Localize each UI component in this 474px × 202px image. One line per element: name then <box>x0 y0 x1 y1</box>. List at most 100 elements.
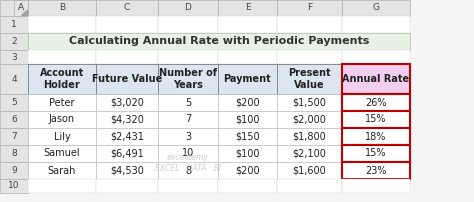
Text: $6,491: $6,491 <box>110 148 144 159</box>
FancyBboxPatch shape <box>96 50 158 64</box>
Text: Calculating Annual Rate with Periodic Payments: Calculating Annual Rate with Periodic Pa… <box>69 37 369 46</box>
FancyBboxPatch shape <box>28 64 96 94</box>
FancyBboxPatch shape <box>277 111 342 128</box>
FancyBboxPatch shape <box>342 128 410 145</box>
FancyBboxPatch shape <box>0 0 28 16</box>
FancyBboxPatch shape <box>96 162 158 179</box>
FancyBboxPatch shape <box>218 179 277 193</box>
Text: $100: $100 <box>235 148 260 159</box>
FancyBboxPatch shape <box>96 0 158 16</box>
FancyBboxPatch shape <box>158 0 218 16</box>
Text: 6: 6 <box>11 115 17 124</box>
FancyBboxPatch shape <box>342 111 410 128</box>
Text: Annual Rate: Annual Rate <box>342 74 410 84</box>
Text: Lily: Lily <box>54 132 70 141</box>
Text: E: E <box>245 3 250 13</box>
Text: Future Value: Future Value <box>92 74 162 84</box>
Text: $4,530: $4,530 <box>110 165 144 176</box>
Text: 8: 8 <box>185 165 191 176</box>
Text: 23%: 23% <box>365 165 387 176</box>
FancyBboxPatch shape <box>28 145 96 162</box>
FancyBboxPatch shape <box>96 128 158 145</box>
FancyBboxPatch shape <box>218 128 277 145</box>
FancyBboxPatch shape <box>277 162 342 179</box>
Text: 15%: 15% <box>365 115 387 124</box>
Text: $1,600: $1,600 <box>292 165 327 176</box>
Text: $2,000: $2,000 <box>292 115 327 124</box>
FancyBboxPatch shape <box>218 50 277 64</box>
FancyBboxPatch shape <box>14 0 28 16</box>
Text: Jason: Jason <box>49 115 75 124</box>
Text: 15%: 15% <box>365 148 387 159</box>
FancyBboxPatch shape <box>277 50 342 64</box>
Text: 9: 9 <box>11 166 17 175</box>
Text: 26%: 26% <box>365 98 387 107</box>
Text: C: C <box>124 3 130 13</box>
FancyBboxPatch shape <box>158 64 218 94</box>
FancyBboxPatch shape <box>0 128 28 145</box>
FancyBboxPatch shape <box>0 111 28 128</box>
FancyBboxPatch shape <box>28 0 96 16</box>
FancyBboxPatch shape <box>218 64 277 94</box>
FancyBboxPatch shape <box>277 94 342 111</box>
Text: Payment: Payment <box>224 74 272 84</box>
FancyBboxPatch shape <box>0 145 28 162</box>
FancyBboxPatch shape <box>28 33 410 50</box>
Text: $2,431: $2,431 <box>110 132 144 141</box>
FancyBboxPatch shape <box>277 64 342 94</box>
Text: 7: 7 <box>185 115 191 124</box>
FancyBboxPatch shape <box>0 94 28 111</box>
Text: $3,020: $3,020 <box>110 98 144 107</box>
FancyBboxPatch shape <box>218 16 277 33</box>
FancyBboxPatch shape <box>96 64 158 94</box>
FancyBboxPatch shape <box>158 111 218 128</box>
Text: B: B <box>59 3 65 13</box>
FancyBboxPatch shape <box>218 111 277 128</box>
FancyBboxPatch shape <box>158 128 218 145</box>
FancyBboxPatch shape <box>277 179 342 193</box>
FancyBboxPatch shape <box>0 33 28 50</box>
Text: 18%: 18% <box>365 132 387 141</box>
Text: D: D <box>184 3 191 13</box>
Text: Peter: Peter <box>49 98 75 107</box>
FancyBboxPatch shape <box>158 94 218 111</box>
FancyBboxPatch shape <box>0 16 28 33</box>
FancyBboxPatch shape <box>28 111 96 128</box>
FancyBboxPatch shape <box>28 16 96 33</box>
FancyBboxPatch shape <box>277 16 342 33</box>
FancyBboxPatch shape <box>96 94 158 111</box>
FancyBboxPatch shape <box>28 162 96 179</box>
FancyBboxPatch shape <box>96 16 158 33</box>
FancyBboxPatch shape <box>158 145 218 162</box>
FancyBboxPatch shape <box>158 162 218 179</box>
FancyBboxPatch shape <box>218 94 277 111</box>
Text: $1,500: $1,500 <box>292 98 327 107</box>
Text: $150: $150 <box>235 132 260 141</box>
FancyBboxPatch shape <box>0 50 28 64</box>
FancyBboxPatch shape <box>28 179 96 193</box>
FancyBboxPatch shape <box>342 0 410 16</box>
FancyBboxPatch shape <box>28 94 96 111</box>
Text: $100: $100 <box>235 115 260 124</box>
Text: $200: $200 <box>235 165 260 176</box>
FancyBboxPatch shape <box>28 128 96 145</box>
FancyBboxPatch shape <box>342 179 410 193</box>
Text: 3: 3 <box>11 53 17 61</box>
Text: 2: 2 <box>11 37 17 46</box>
Text: Samuel: Samuel <box>44 148 80 159</box>
FancyBboxPatch shape <box>342 50 410 64</box>
Text: 7: 7 <box>11 132 17 141</box>
Text: 10: 10 <box>182 148 194 159</box>
Text: F: F <box>307 3 312 13</box>
FancyBboxPatch shape <box>0 179 28 193</box>
Text: 5: 5 <box>11 98 17 107</box>
Polygon shape <box>21 10 27 15</box>
FancyBboxPatch shape <box>218 162 277 179</box>
FancyBboxPatch shape <box>96 179 158 193</box>
FancyBboxPatch shape <box>277 128 342 145</box>
FancyBboxPatch shape <box>158 50 218 64</box>
Text: $4,320: $4,320 <box>110 115 144 124</box>
Text: $2,100: $2,100 <box>292 148 327 159</box>
FancyBboxPatch shape <box>218 0 277 16</box>
FancyBboxPatch shape <box>96 111 158 128</box>
